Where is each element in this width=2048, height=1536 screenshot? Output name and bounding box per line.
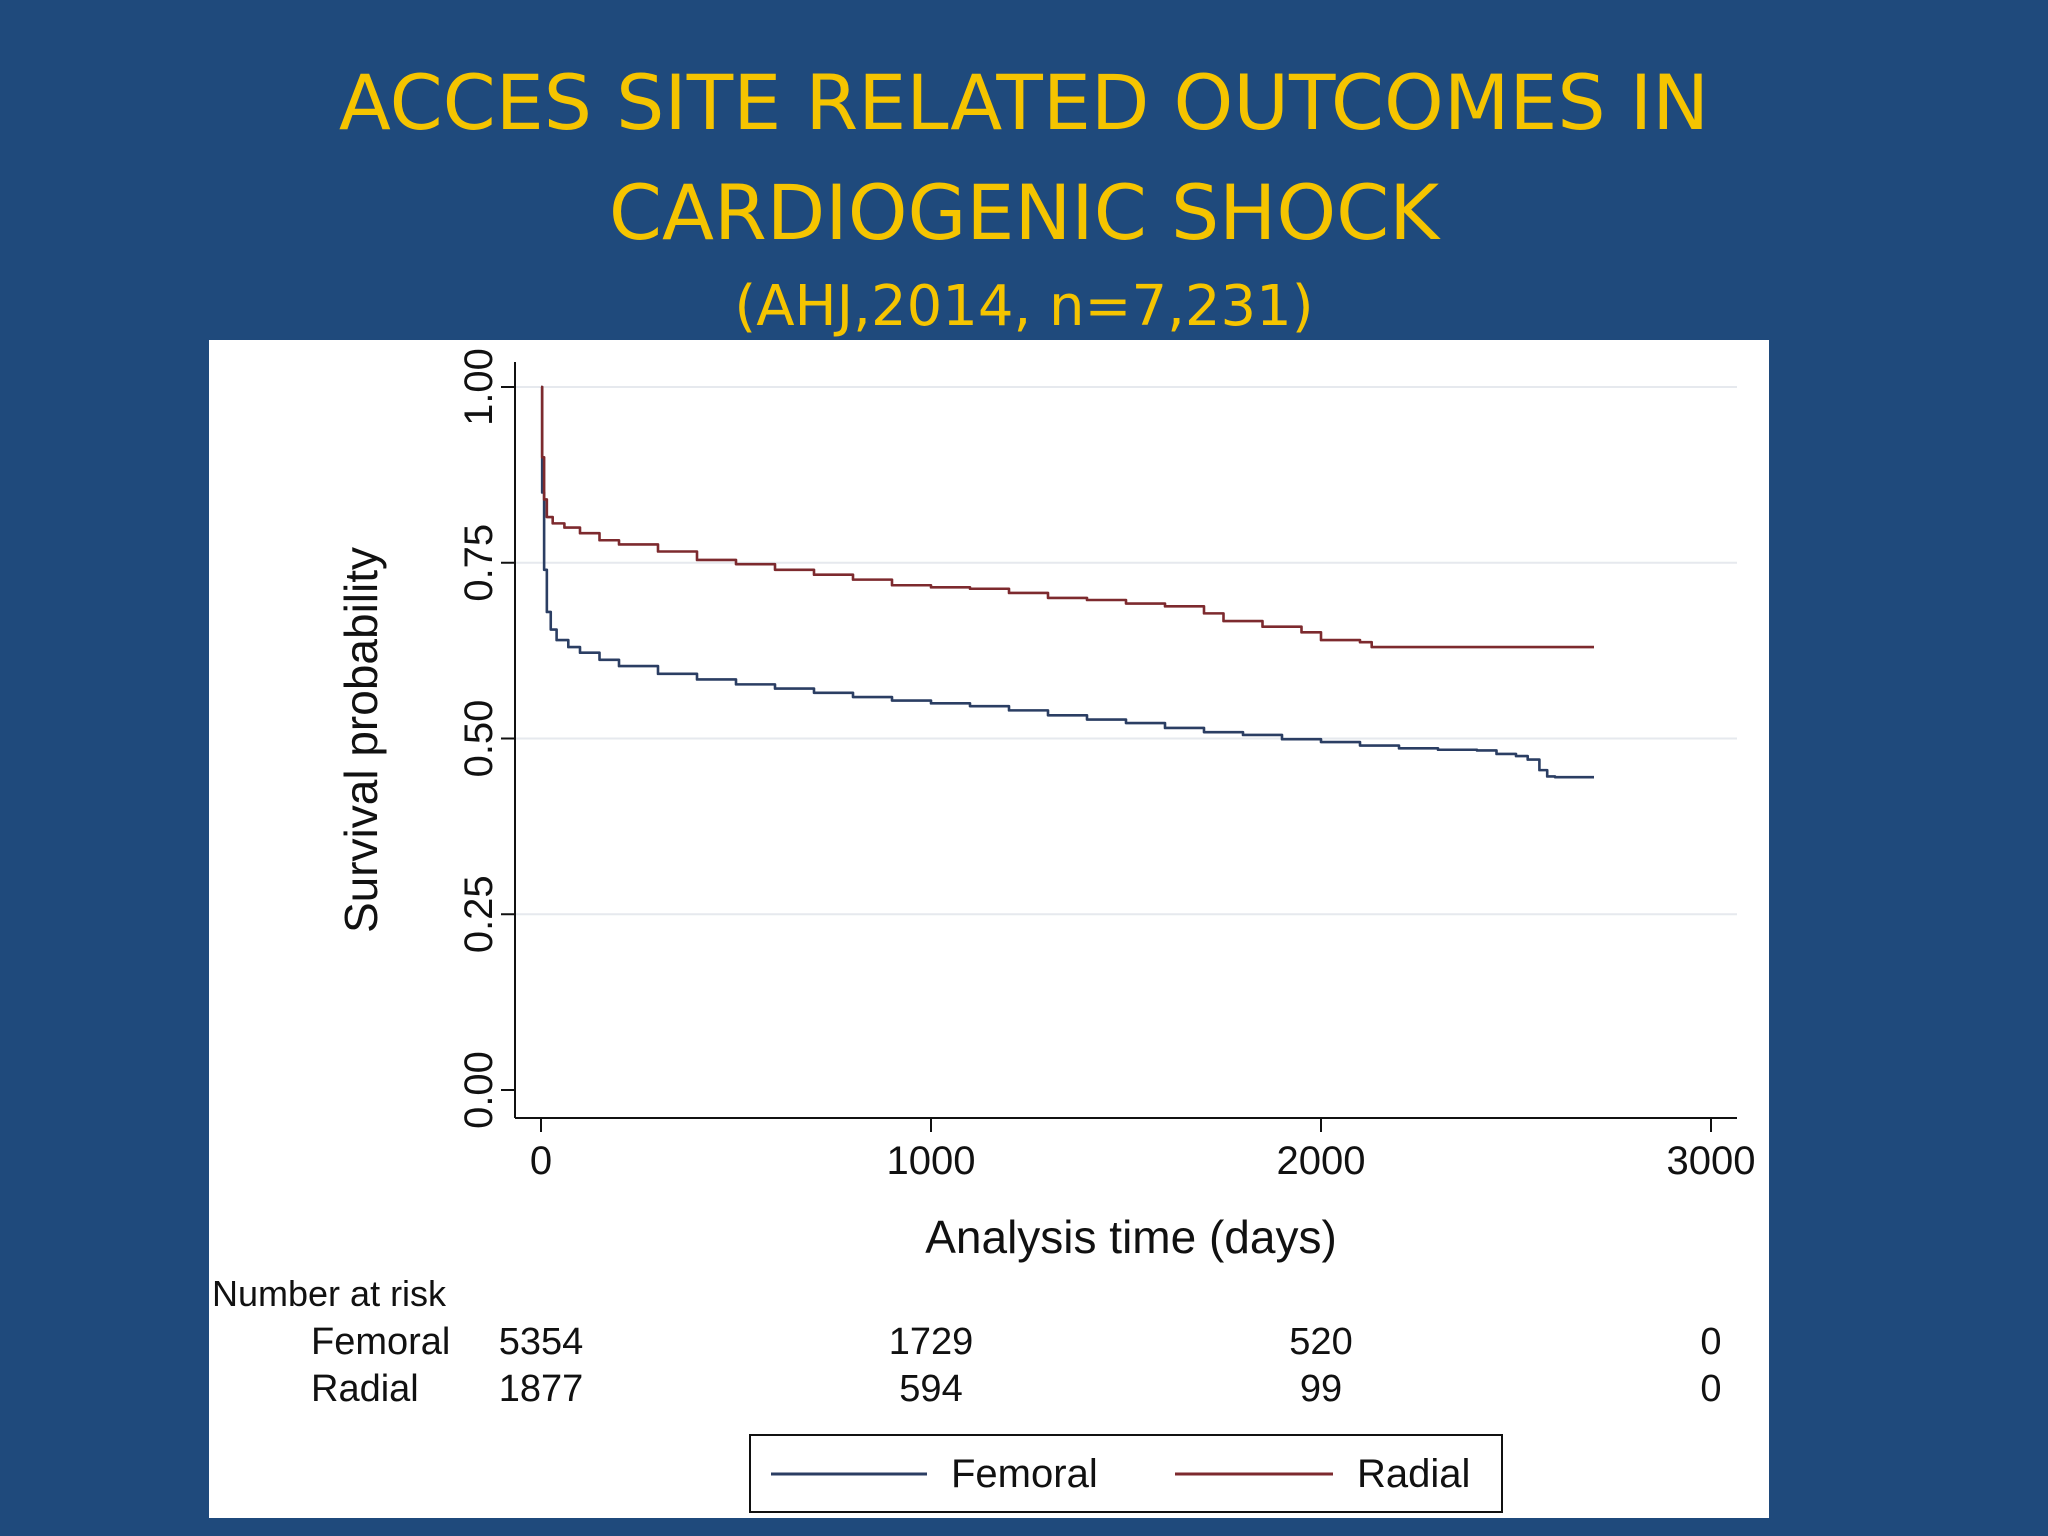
series-line-radial [540, 385, 1594, 649]
risk-cell: 0 [1700, 1368, 1721, 1410]
slide-subtitle: (AHJ,2014, n=7,231) [734, 274, 1314, 339]
x-tick-label: 3000 [1667, 1139, 1756, 1183]
risk-cell: 5354 [499, 1321, 584, 1363]
risk-cell: 1877 [499, 1368, 584, 1410]
slide-title-line1: ACCES SITE RELATED OUTCOMES IN [338, 58, 1710, 147]
y-ticks: 0.00 0.25 0.50 0.75 1.00 [457, 348, 515, 1129]
y-tick-label: 0.25 [457, 875, 501, 953]
x-tick-label: 2000 [1277, 1139, 1366, 1183]
grid-lines [515, 386, 1737, 916]
x-tick-label: 1000 [887, 1139, 976, 1183]
series-line-femoral [540, 385, 1594, 779]
risk-cell: 594 [899, 1368, 962, 1410]
x-tick-label: 0 [530, 1139, 552, 1183]
slide-title-line2: CARDIOGENIC SHOCK [608, 168, 1440, 257]
legend-label-radial: Radial [1357, 1452, 1470, 1496]
y-tick-label: 1.00 [457, 348, 501, 426]
risk-table-heading: Number at risk [212, 1273, 447, 1314]
y-tick-label: 0.75 [457, 524, 501, 602]
risk-cell: 1729 [889, 1321, 974, 1363]
risk-row-label: Femoral [311, 1321, 450, 1363]
risk-row-label: Radial [311, 1368, 419, 1410]
risk-cell: 99 [1300, 1368, 1342, 1410]
survival-chart: 0.00 0.25 0.50 0.75 1.00 0 1000 2000 3000 Survi… [212, 348, 1756, 1513]
chart-panel: 0.00 0.25 0.50 0.75 1.00 0 1000 2000 3000 Survi… [209, 340, 1769, 1518]
x-axis-label: Analysis time (days) [925, 1211, 1337, 1263]
risk-table: Number at risk Femoral 5354 1729 520 0 Radial… [212, 1273, 1722, 1410]
y-axis-label: Survival probability [335, 547, 387, 933]
risk-cell: 0 [1700, 1321, 1721, 1363]
x-ticks: 0 1000 2000 3000 [530, 1118, 1756, 1183]
y-tick-label: 0.50 [457, 700, 501, 778]
y-tick-label: 0.00 [457, 1051, 501, 1129]
risk-cell: 520 [1289, 1321, 1352, 1363]
legend-label-femoral: Femoral [951, 1452, 1098, 1496]
legend: Femoral Radial [749, 1434, 1503, 1513]
series-lines [540, 385, 1594, 779]
